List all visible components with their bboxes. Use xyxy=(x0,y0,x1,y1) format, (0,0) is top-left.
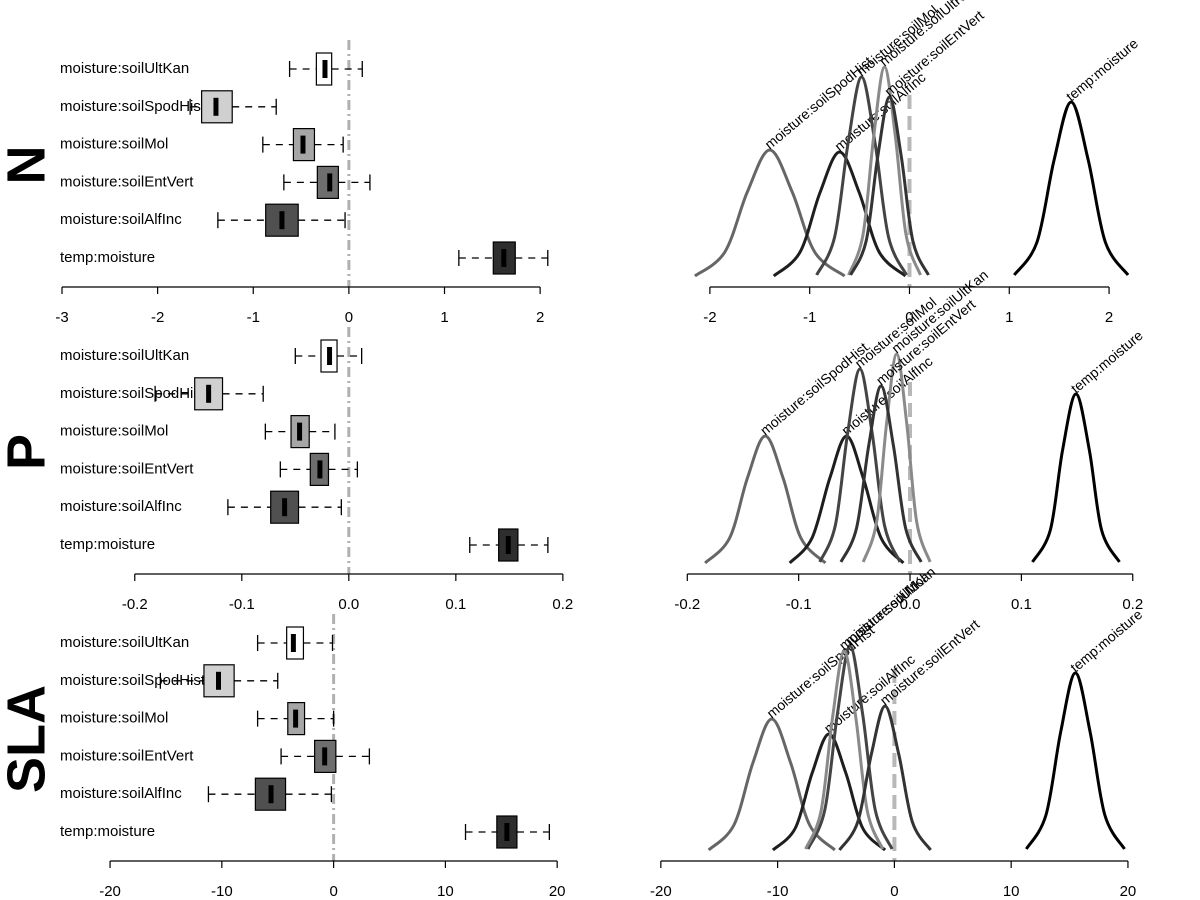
x-tick-label: 0.1 xyxy=(445,596,466,613)
density-line xyxy=(707,717,836,852)
box xyxy=(203,664,235,698)
series-label: temp:moisture xyxy=(1063,35,1141,104)
density-line xyxy=(806,644,894,850)
series-label: temp:moisture xyxy=(1067,606,1145,675)
density-line xyxy=(1025,671,1126,850)
x-tick-label: -2 xyxy=(703,309,716,326)
density-line xyxy=(818,367,902,563)
density-line xyxy=(847,65,922,276)
x-tick-label: -0.2 xyxy=(122,596,148,613)
x-tick-label: 1 xyxy=(440,309,448,326)
x-tick-label: 0.1 xyxy=(1011,596,1032,613)
density-line xyxy=(772,150,907,278)
x-tick-label: 10 xyxy=(1003,883,1020,900)
x-tick-label: 0.2 xyxy=(1122,596,1143,613)
x-tick-label: 10 xyxy=(437,883,454,900)
density-line xyxy=(1013,100,1130,276)
x-tick-label: 0 xyxy=(329,883,337,900)
x-tick-label: 2 xyxy=(536,309,544,326)
series-label: moisture:soilUltKan xyxy=(836,564,939,654)
density-line xyxy=(704,434,827,565)
category-label: temp:moisture xyxy=(60,249,155,266)
category-label: moisture:soilAlfInc xyxy=(60,498,182,515)
x-tick-label: 2 xyxy=(1105,309,1113,326)
category-label: moisture:soilUltKan xyxy=(60,634,189,651)
x-tick-label: 0.0 xyxy=(900,596,921,613)
x-tick-label: -0.2 xyxy=(674,596,700,613)
category-label: moisture:soilUltKan xyxy=(60,347,189,364)
density-line xyxy=(849,95,930,276)
density-line xyxy=(861,352,932,563)
category-label: moisture:soilUltKan xyxy=(60,60,189,77)
x-tick-label: -3 xyxy=(55,309,68,326)
x-tick-label: 0 xyxy=(345,309,353,326)
x-tick-label: 20 xyxy=(549,883,566,900)
category-label: moisture:soilMol xyxy=(60,136,168,153)
x-tick-label: 1 xyxy=(1005,309,1013,326)
category-label: moisture:soilEntVert xyxy=(60,460,194,477)
box xyxy=(270,490,300,524)
x-tick-label: 20 xyxy=(1120,883,1137,900)
category-label: moisture:soilMol xyxy=(60,710,168,727)
x-tick-label: -10 xyxy=(211,883,233,900)
series-label: moisture:soilEntVert xyxy=(877,616,983,708)
category-label: moisture:soilMol xyxy=(60,423,168,440)
density-line xyxy=(838,704,932,851)
x-tick-label: -20 xyxy=(650,883,672,900)
x-tick-label: 0.0 xyxy=(338,596,359,613)
density-line xyxy=(693,148,846,278)
x-tick-label: -10 xyxy=(767,883,789,900)
density-line xyxy=(804,649,885,850)
density-line xyxy=(815,75,908,276)
x-tick-label: -0.1 xyxy=(786,596,812,613)
x-tick-label: -0.1 xyxy=(229,596,255,613)
x-tick-label: -1 xyxy=(803,309,816,326)
category-label: moisture:soilAlfInc xyxy=(60,211,182,228)
x-tick-label: -2 xyxy=(151,309,164,326)
x-tick-label: 0.2 xyxy=(552,596,573,613)
series-label: moisture:soilUltKan xyxy=(888,267,991,357)
category-label: moisture:soilEntVert xyxy=(60,173,194,190)
category-label: temp:moisture xyxy=(60,823,155,840)
x-tick-label: -1 xyxy=(247,309,260,326)
category-label: temp:moisture xyxy=(60,536,155,553)
x-tick-label: 0 xyxy=(905,309,913,326)
density-line xyxy=(1031,392,1121,563)
x-tick-label: 0 xyxy=(890,883,898,900)
category-label: moisture:soilEntVert xyxy=(60,747,194,764)
row-title: SLA xyxy=(0,685,56,793)
category-label: moisture:soilAlfInc xyxy=(60,785,182,802)
row-title: P xyxy=(0,434,56,470)
category-label: moisture:soilSpodHist xyxy=(60,672,206,689)
category-label: moisture:soilSpodHist xyxy=(60,385,206,402)
density-line xyxy=(788,434,905,565)
row-title: N xyxy=(0,146,56,185)
series-label: temp:moisture xyxy=(1068,327,1146,396)
category-label: moisture:soilSpodHist xyxy=(60,98,206,115)
x-tick-label: -20 xyxy=(99,883,121,900)
density-line xyxy=(839,384,923,563)
